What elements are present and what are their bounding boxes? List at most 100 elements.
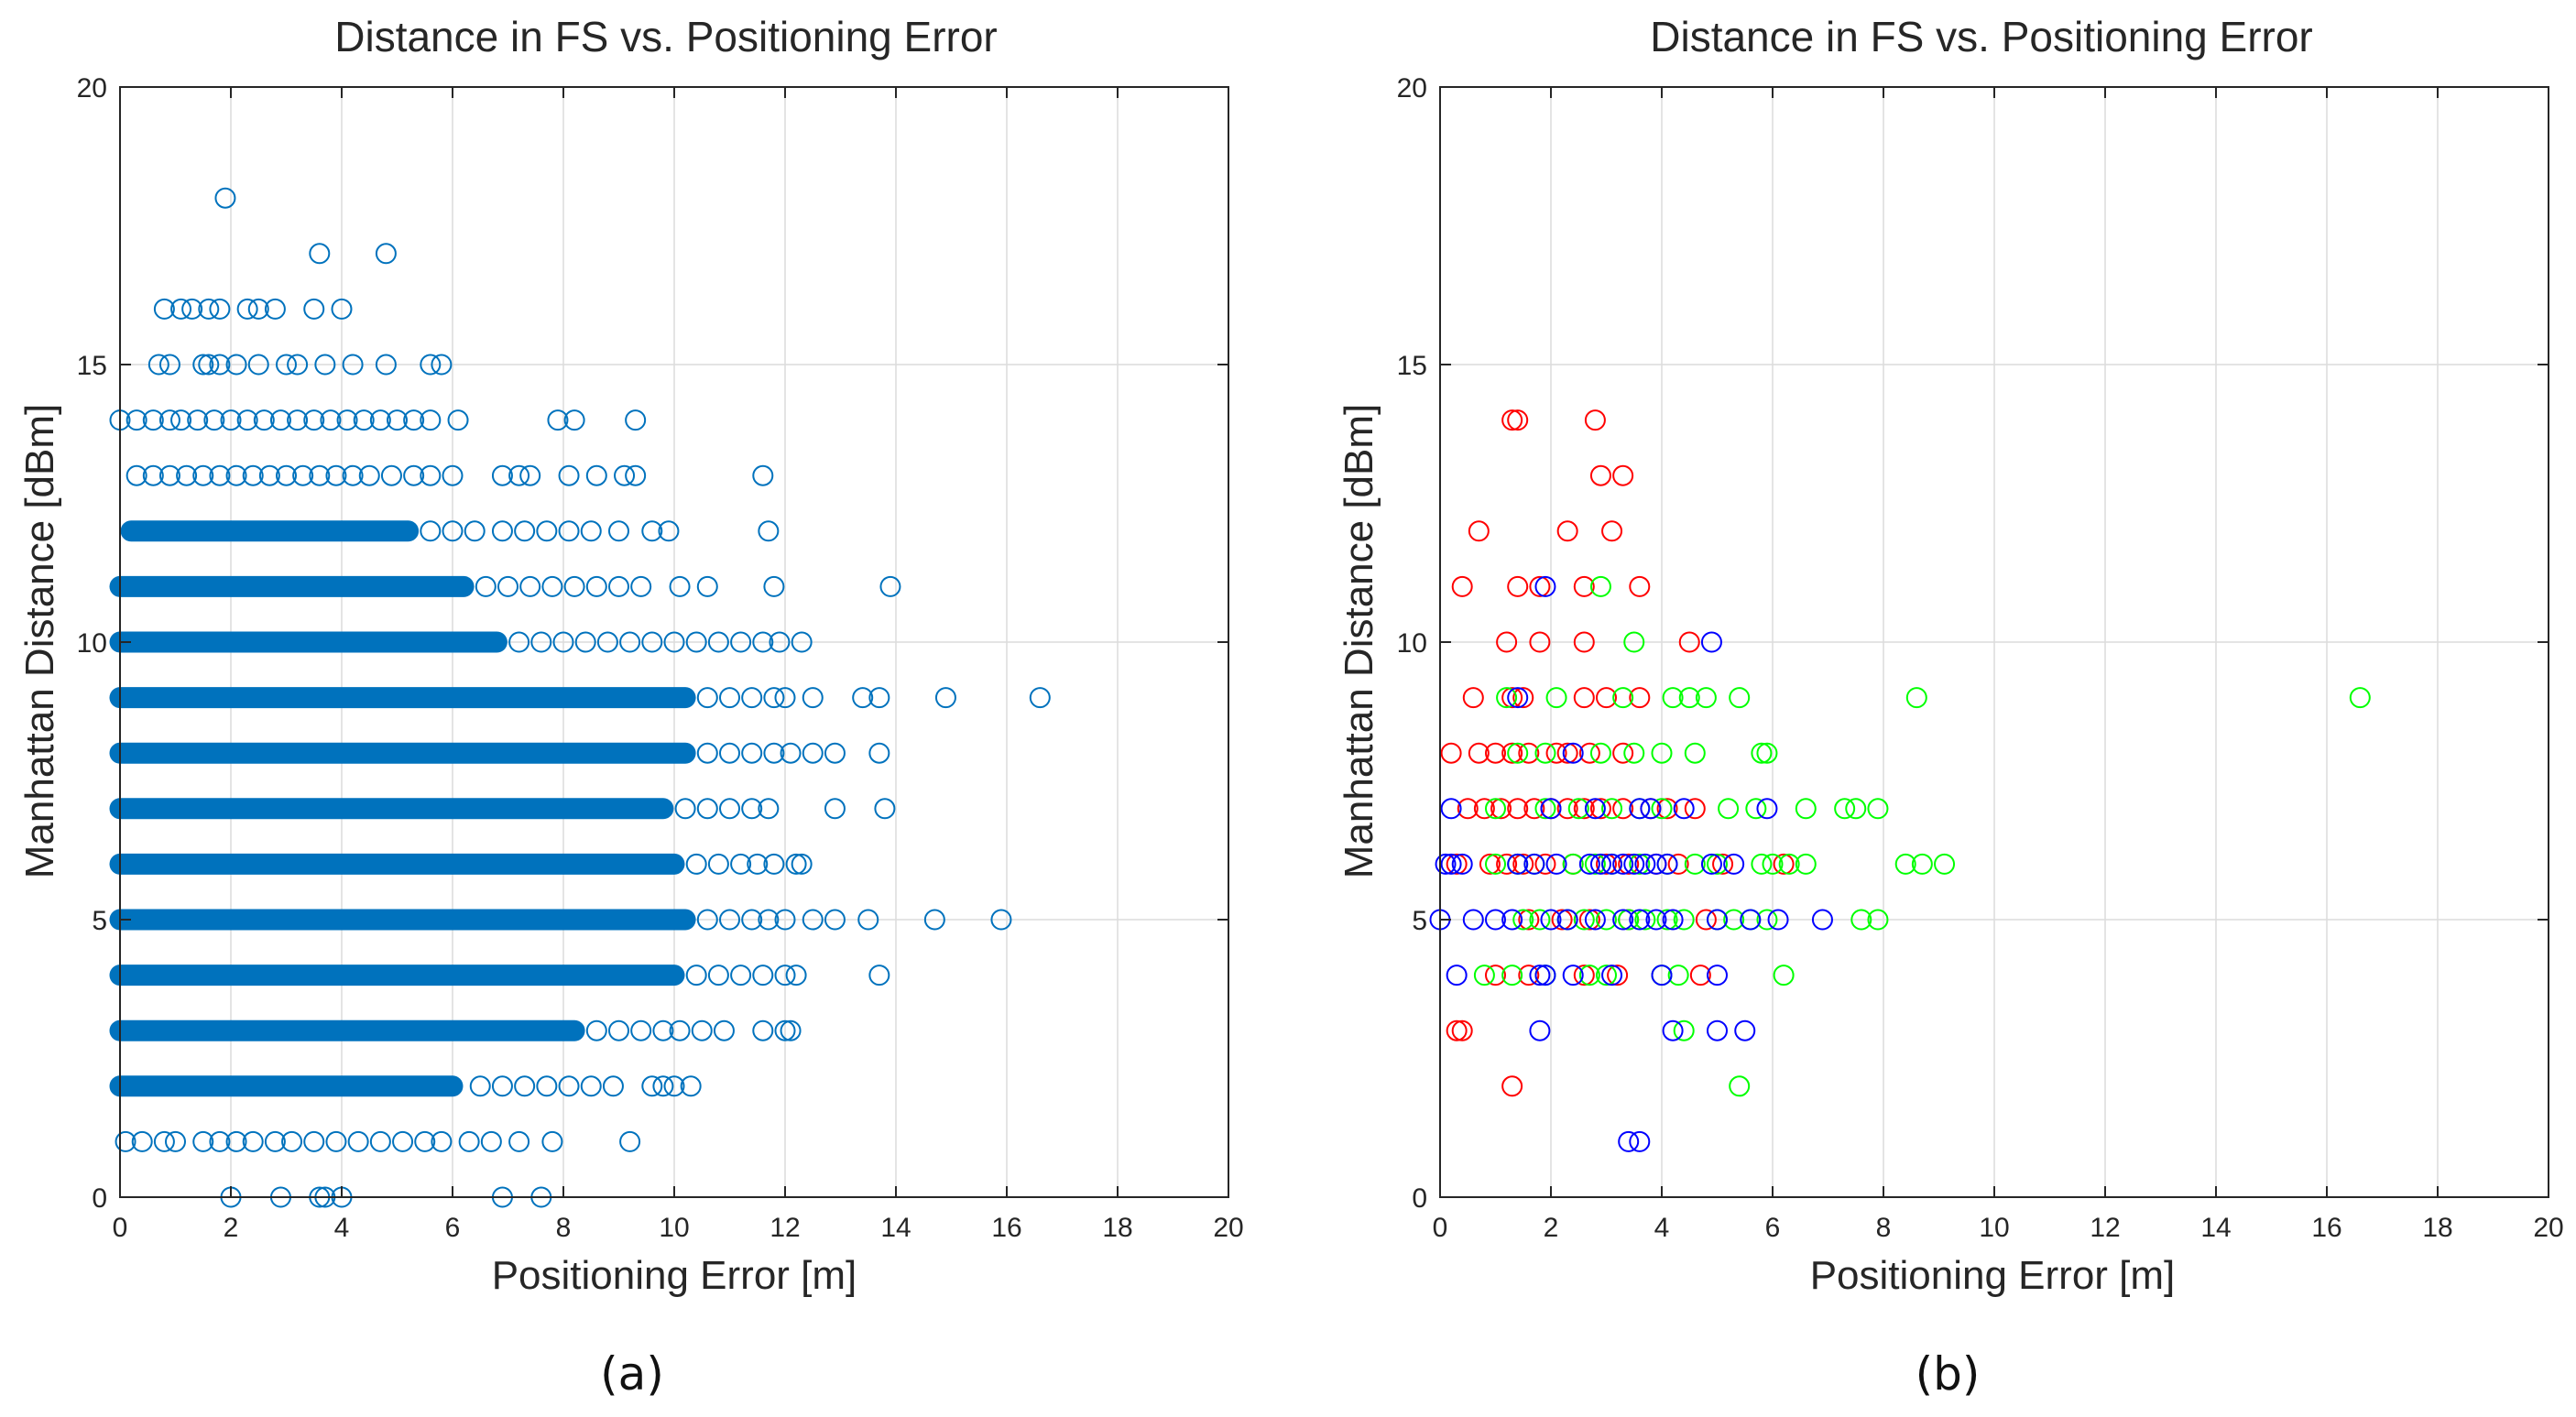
scatter-point-all [774,687,796,709]
y-tick-label: 20 [77,73,107,104]
scatter-point-red [1490,798,1512,820]
scatter-point-all [314,354,336,376]
scatter-point-red [1695,909,1717,931]
scatter-point-green [1651,742,1673,764]
scatter-point-all [763,742,785,764]
scatter-point-blue [1540,909,1562,931]
scatter-point-red [1523,798,1545,820]
scatter-point-all [192,464,214,486]
scatter-point-all [153,298,175,320]
scatter-point-green [1612,687,1634,709]
scatter-point-green [1762,853,1784,875]
scatter-point-all [713,1019,735,1041]
scatter-point-green [2349,687,2371,709]
scatter-point-blue [1562,742,1584,764]
scatter-point-red [1468,742,1490,764]
scatter-point-blue [1446,965,1468,986]
scatter-point-all [342,464,364,486]
scatter-point-all [608,575,629,597]
scatter-point-green [1589,742,1611,764]
scatter-point-red [1545,742,1567,764]
scatter-point-all [247,354,269,376]
scatter-point-all [170,298,192,320]
scatter-point-all [209,354,231,376]
scatter-point-all [585,575,607,597]
scatter-point-red [1534,853,1556,875]
scatter-point-all [126,464,147,486]
x-tick-label: 6 [445,1213,461,1243]
scatter-point-blue [1534,965,1556,986]
scatter-point-all [375,354,397,376]
scatter-point-blue [1578,853,1600,875]
scatter-point-all [758,909,780,931]
scatter-point-all [791,631,813,653]
scatter-point-blue [1767,909,1789,931]
scatter-point-red [1529,575,1551,597]
scatter-point-all [464,520,486,542]
scatter-point-all [358,464,380,486]
scatter-point-all [276,464,297,486]
scatter-point-blue [1651,965,1673,986]
scatter-point-blue [1740,909,1762,931]
panel-a-x-axis-label: Positioning Error [m] [492,1253,857,1298]
scatter-point-all [824,742,846,764]
scatter-point-green [1934,853,1956,875]
scatter-point-all [758,520,780,542]
scatter-point-all [403,464,425,486]
scatter-point-all [536,520,558,542]
scatter-point-blue [1534,575,1556,597]
scatter-point-all [276,354,297,376]
scatter-point-red [1501,687,1523,709]
scatter-point-red [1462,687,1484,709]
scatter-point-all [719,798,740,820]
scatter-point-all [747,853,769,875]
scatter-point-green [1629,853,1651,875]
x-tick-label: 18 [1102,1213,1132,1243]
scatter-point-all [602,1075,624,1097]
scatter-point-red [1573,631,1595,653]
scatter-point-red [1451,575,1473,597]
x-tick-label: 12 [770,1213,800,1243]
scatter-point-all [663,1075,685,1097]
scatter-point-all [131,1130,153,1152]
scatter-point-red [1712,853,1734,875]
x-tick-label: 16 [991,1213,1021,1243]
scatter-point-red [1507,575,1529,597]
scatter-point-red [1473,798,1495,820]
scatter-point-all [158,409,180,431]
scatter-point-red [1596,687,1617,709]
scatter-point-all [752,1019,774,1041]
scatter-point-all [414,1130,436,1152]
scatter-point-all [420,520,442,542]
scatter-point-all [663,631,685,653]
scatter-point-all [519,464,541,486]
scatter-point-all [625,409,647,431]
scatter-point-green [1634,909,1656,931]
scatter-point-all [857,909,879,931]
scatter-point-green [1485,853,1506,875]
scatter-point-all [758,798,780,820]
scatter-point-red [1596,853,1617,875]
scatter-point-all [874,798,896,820]
scatter-point-blue [1618,1130,1640,1152]
scatter-point-blue [1662,909,1684,931]
scatter-point-green [1562,853,1584,875]
scatter-point-red [1629,575,1651,597]
y-tick-label: 10 [77,628,107,659]
scatter-point-green [1795,798,1817,820]
scatter-point-all [187,409,209,431]
scatter-point-all [824,909,846,931]
scatter-point-all [225,354,247,376]
scatter-point-all [641,1075,663,1097]
scatter-point-blue [1529,965,1551,986]
scatter-point-all [868,742,890,764]
y-tick-label: 0 [1412,1183,1427,1214]
scatter-point-all [769,631,791,653]
scatter-point-all [508,464,530,486]
scatter-point-all [585,464,607,486]
scatter-point-blue [1723,853,1745,875]
scatter-point-all [780,742,802,764]
scatter-point-green [1473,965,1495,986]
scatter-point-all [287,409,309,431]
dense-point-band [109,687,696,709]
